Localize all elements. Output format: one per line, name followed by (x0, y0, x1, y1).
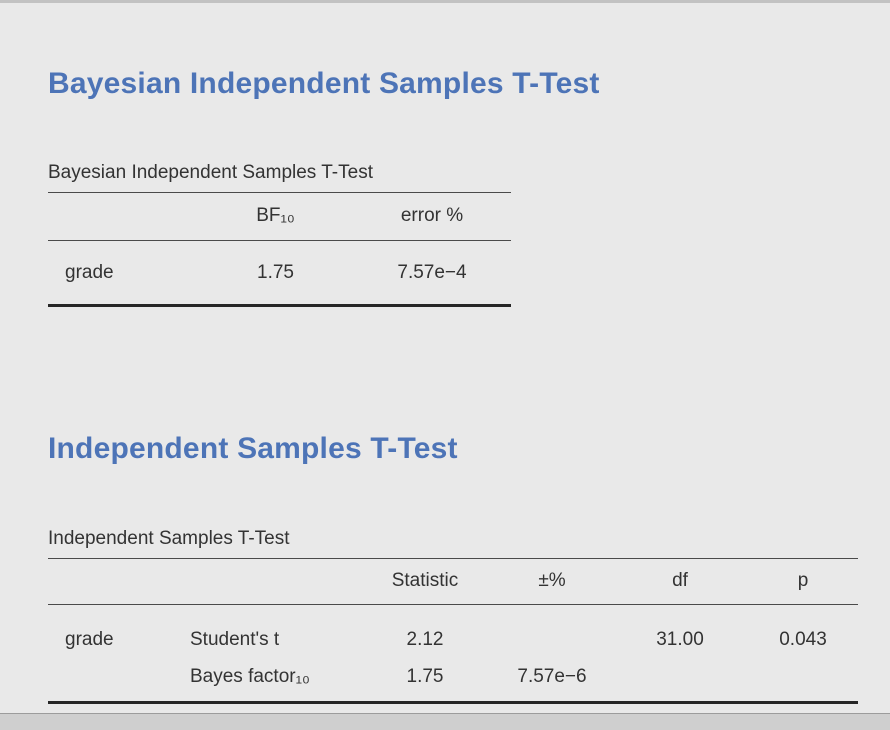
independent-ttest-table-block: Independent Samples T-Test Statistic ±% … (48, 528, 858, 704)
independent-ttest-table: Statistic ±% df p grade Student's t 2.12… (48, 558, 858, 704)
cell-p-empty (748, 659, 858, 703)
cell-df-value: 31.00 (656, 628, 704, 650)
table-row-bayes-factor: Bayes factor₁₀ 1.75 7.57e−6 (48, 659, 858, 703)
cell-plus-minus-value: 7.57e−6 (517, 665, 587, 687)
header-bf10: BF₁₀ (198, 192, 353, 241)
results-content: Bayesian Independent Samples T-Test Baye… (0, 3, 890, 704)
header-empty (48, 192, 198, 241)
header-p: p (748, 558, 858, 605)
independent-table-title: Independent Samples T-Test (48, 528, 858, 559)
cell-error-percent-value: 7.57e−4 (397, 261, 467, 283)
row-sublabel-students-t: Student's t (190, 628, 280, 650)
bayesian-ttest-table-block: Bayesian Independent Samples T-Test BF₁₀… (48, 162, 511, 307)
header-empty (48, 558, 166, 605)
table-row: grade 1.75 7.57e−4 (48, 241, 511, 306)
section-heading-bayesian-ttest: Bayesian Independent Samples T-Test (48, 67, 600, 100)
section-heading-independent-ttest: Independent Samples T-Test (48, 432, 458, 465)
cell-df-empty (612, 659, 748, 703)
cell-statistic-value: 2.12 (406, 628, 444, 650)
bayesian-table-title: Bayesian Independent Samples T-Test (48, 162, 511, 193)
panel-bottom-edge (0, 713, 890, 730)
header-empty (166, 558, 358, 605)
header-statistic: Statistic (358, 558, 492, 605)
row-label-empty (48, 659, 166, 703)
header-plus-minus-percent: ±% (492, 558, 612, 605)
header-df: df (612, 558, 748, 605)
table-row-students-t: grade Student's t 2.12 31.00 0.043 (48, 605, 858, 659)
independent-table-header-row: Statistic ±% df p (48, 558, 858, 605)
cell-p-value: 0.043 (779, 628, 827, 650)
cell-statistic-value: 1.75 (406, 665, 444, 687)
cell-plus-minus-empty (492, 605, 612, 659)
bayesian-table-header-row: BF₁₀ error % (48, 192, 511, 241)
bayesian-ttest-table: BF₁₀ error % grade 1.75 7.57e−4 (48, 192, 511, 307)
header-error-percent: error % (353, 192, 511, 241)
row-label-grade: grade (65, 628, 114, 650)
row-sublabel-bayes-factor: Bayes factor₁₀ (190, 665, 310, 687)
cell-bf10-value: 1.75 (257, 261, 294, 283)
row-label-grade: grade (65, 261, 114, 283)
